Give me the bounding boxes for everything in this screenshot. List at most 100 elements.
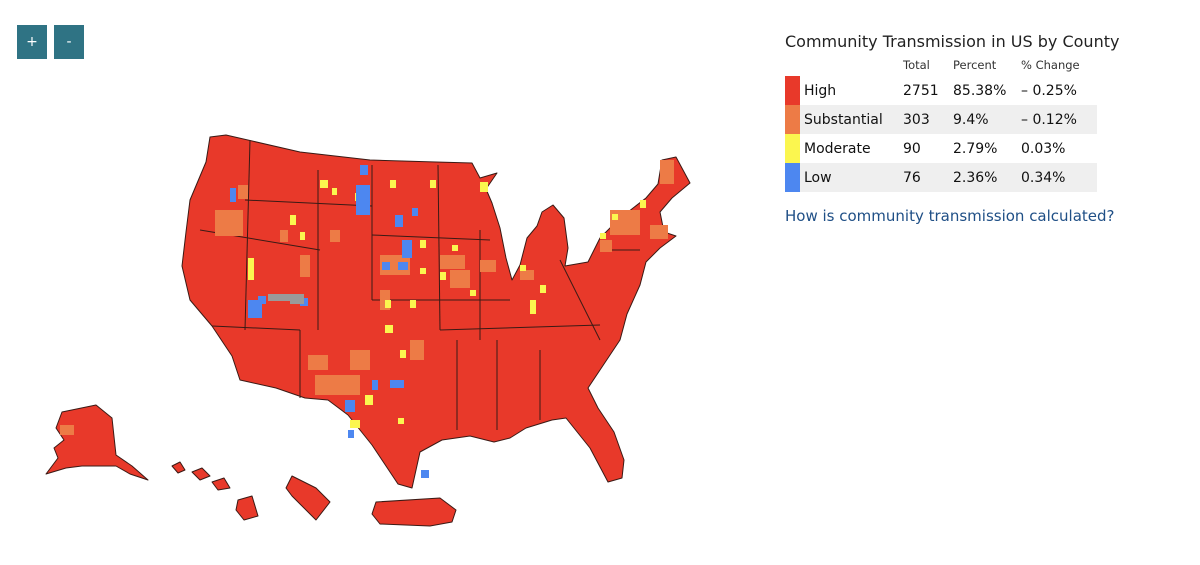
county-patch	[60, 425, 74, 435]
county-patch	[410, 340, 424, 360]
legend-row-substantial[interactable]: Substantial 303 9.4% – 0.12%	[785, 105, 1097, 134]
hawaii-shape-3[interactable]	[211, 477, 231, 491]
transmission-calculation-link[interactable]: How is community transmission calculated…	[785, 207, 1115, 225]
legend-row-moderate[interactable]: Moderate 90 2.79% 0.03%	[785, 134, 1097, 163]
county-patch	[308, 355, 328, 370]
hawaii-shape-1[interactable]	[171, 461, 186, 474]
county-patch	[258, 296, 266, 304]
legend-row-high[interactable]: High 2751 85.38% – 0.25%	[785, 76, 1097, 105]
zoom-in-button[interactable]: +	[17, 25, 47, 59]
legend-total: 90	[903, 140, 921, 157]
state-borders	[199, 139, 640, 430]
county-patch	[238, 185, 248, 199]
legend-percent: 85.38%	[953, 82, 1007, 99]
legend-percent: 2.36%	[953, 169, 998, 186]
header-percent: Percent	[953, 58, 997, 72]
swatch-substantial	[785, 105, 800, 134]
county-patch	[480, 182, 488, 192]
legend-change: – 0.25%	[1021, 82, 1077, 99]
county-patch	[520, 265, 526, 271]
county-patch	[330, 230, 340, 242]
legend-total: 303	[903, 111, 930, 128]
legend-total: 76	[903, 169, 921, 186]
county-patch	[230, 188, 236, 202]
header-total: Total	[903, 58, 930, 72]
legend-label: High	[804, 82, 837, 99]
county-patch	[315, 375, 360, 395]
legend-row-low[interactable]: Low 76 2.36% 0.34%	[785, 163, 1097, 192]
transmission-legend: Community Transmission in US by County T…	[785, 32, 1120, 225]
county-patch	[356, 185, 370, 215]
legend-change: – 0.12%	[1021, 111, 1077, 128]
contiguous-us-shape[interactable]	[181, 134, 691, 489]
county-patch	[400, 350, 406, 358]
county-patch	[452, 245, 458, 251]
county-patch	[480, 260, 496, 272]
county-patch	[372, 380, 378, 390]
county-patch	[268, 294, 304, 301]
county-patch	[520, 270, 534, 280]
county-patch	[385, 325, 393, 333]
county-patch	[421, 470, 429, 478]
county-patch	[390, 180, 396, 188]
legend-label: Moderate	[804, 140, 871, 157]
county-patch	[600, 240, 612, 252]
county-patch	[640, 200, 646, 208]
legend-change: 0.34%	[1021, 169, 1066, 186]
county-patch	[395, 215, 403, 227]
county-patch	[360, 165, 368, 175]
county-patch	[390, 380, 404, 388]
puerto-rico-shape[interactable]	[371, 497, 457, 527]
county-patch	[300, 232, 305, 240]
county-overlays	[60, 160, 674, 478]
legend-change: 0.03%	[1021, 140, 1066, 157]
county-patch	[412, 208, 418, 216]
legend-label: Low	[804, 169, 832, 186]
county-patch	[280, 230, 288, 242]
zoom-controls: + -	[17, 25, 84, 59]
county-patch	[290, 215, 296, 225]
county-patch	[420, 268, 426, 274]
header-change: % Change	[1021, 58, 1080, 72]
county-patch	[348, 430, 354, 438]
county-patch	[420, 240, 426, 248]
county-patch	[248, 258, 254, 280]
county-patch	[610, 210, 640, 235]
county-patch	[530, 300, 536, 314]
county-patch	[215, 210, 243, 236]
legend-percent: 9.4%	[953, 111, 989, 128]
county-patch	[320, 180, 328, 188]
alaska-shape[interactable]	[45, 404, 149, 481]
legend-percent: 2.79%	[953, 140, 998, 157]
county-patch	[382, 262, 390, 270]
inset-territory-shape[interactable]	[285, 475, 331, 521]
legend-label: Substantial	[804, 111, 883, 128]
county-patch	[398, 262, 408, 270]
zoom-out-button[interactable]: -	[54, 25, 84, 59]
county-patch	[332, 188, 337, 195]
legend-header-row: Total Percent % Change	[785, 58, 1097, 76]
county-patch	[410, 300, 416, 308]
county-patch	[600, 233, 606, 239]
county-patch	[660, 160, 674, 184]
county-patch	[345, 400, 355, 412]
county-patch	[365, 395, 373, 405]
county-patch	[398, 418, 404, 424]
us-county-map[interactable]	[0, 0, 760, 565]
hawaii-shape-2[interactable]	[191, 467, 211, 481]
county-patch	[440, 272, 446, 280]
county-patch	[440, 255, 465, 269]
swatch-high	[785, 76, 800, 105]
legend-title: Community Transmission in US by County	[785, 32, 1120, 51]
county-patch	[450, 270, 470, 288]
county-patch	[350, 420, 360, 428]
county-patch	[300, 255, 310, 277]
swatch-low	[785, 163, 800, 192]
hawaii-shape-4[interactable]	[235, 495, 259, 521]
county-patch	[385, 300, 391, 308]
county-patch	[612, 214, 618, 220]
county-patch	[470, 290, 476, 296]
swatch-moderate	[785, 134, 800, 163]
county-patch	[350, 350, 370, 370]
county-patch	[402, 240, 412, 258]
